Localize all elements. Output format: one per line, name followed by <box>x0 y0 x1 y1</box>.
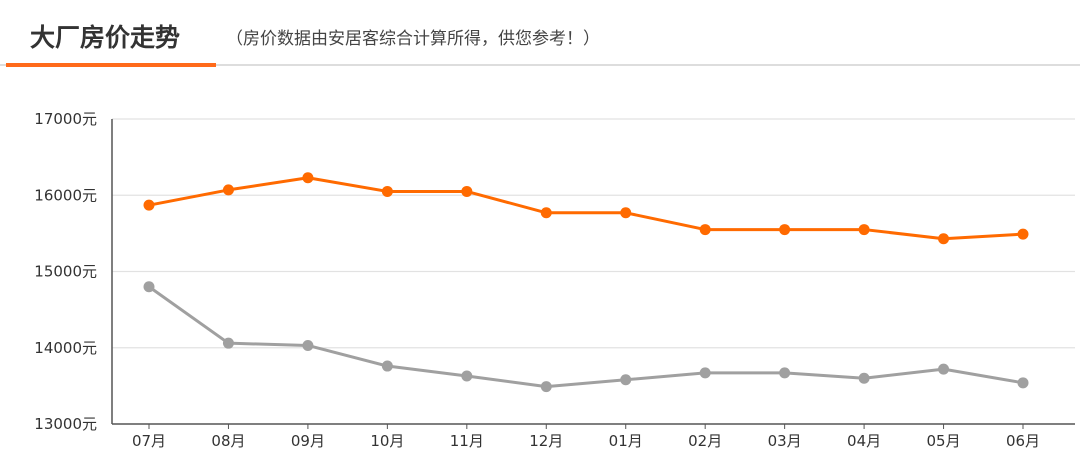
series-1-point[interactable] <box>699 224 711 236</box>
series-1-point[interactable] <box>620 207 632 219</box>
series-1-point[interactable] <box>1017 228 1029 240</box>
series-2-point[interactable] <box>381 360 393 372</box>
x-tick-label: 04月 <box>847 432 881 450</box>
x-tick-labels: 07月 08月 09月 10月 11月 12月 01月 02月 03月 04月 05月 06月 <box>132 432 1040 450</box>
series-1-point[interactable] <box>938 233 950 245</box>
series-1-point[interactable] <box>540 207 552 219</box>
series-2-point[interactable] <box>620 374 632 386</box>
page-subtitle: （房价数据由安居客综合计算所得，供您参考！） <box>226 29 600 49</box>
series-1-point[interactable] <box>381 185 393 197</box>
chart-header: 大厂房价走势 （房价数据由安居客综合计算所得，供您参考！） <box>0 0 1080 67</box>
y-tick-label: 15000元 <box>34 263 97 281</box>
x-tick-label: 09月 <box>291 432 325 450</box>
x-tick-label: 01月 <box>609 432 643 450</box>
axes <box>111 119 1075 429</box>
series-2-line <box>147 285 1025 389</box>
series-1-line <box>147 176 1025 241</box>
header-divider <box>0 64 1080 66</box>
x-tick-label: 07月 <box>132 432 166 450</box>
x-tick-label: 10月 <box>370 432 404 450</box>
series-2-point[interactable] <box>1017 377 1029 389</box>
series-2-point[interactable] <box>540 381 552 393</box>
x-tick-label: 05月 <box>926 432 960 450</box>
x-tick-label: 02月 <box>688 432 722 450</box>
x-tick-label: 06月 <box>1006 432 1040 450</box>
page-title: 大厂房价走势 <box>30 23 181 52</box>
series-2-point[interactable] <box>779 367 791 379</box>
series-1-point[interactable] <box>143 199 155 211</box>
y-tick-labels: 13000元 14000元 15000元 16000元 17000元 <box>34 110 97 433</box>
series-2-point[interactable] <box>858 372 870 384</box>
x-tick-label: 12月 <box>529 432 563 450</box>
y-tick-label: 14000元 <box>34 339 97 357</box>
series-2-point[interactable] <box>938 363 950 375</box>
grid-lines <box>112 118 1075 349</box>
series-1-point[interactable] <box>779 224 791 236</box>
y-tick-label: 16000元 <box>34 186 97 204</box>
series-2-point[interactable] <box>302 339 314 351</box>
x-tick-label: 03月 <box>768 432 802 450</box>
x-tick-label: 08月 <box>211 432 245 450</box>
series-1-point[interactable] <box>222 184 234 196</box>
series-2-point[interactable] <box>461 370 473 382</box>
series-2-point[interactable] <box>143 281 155 293</box>
series <box>143 172 1029 393</box>
series-1-point[interactable] <box>302 172 314 184</box>
y-tick-label: 17000元 <box>34 110 97 128</box>
x-tick-label: 11月 <box>450 432 484 450</box>
y-tick-label: 13000元 <box>34 415 97 433</box>
series-2-point[interactable] <box>699 367 711 379</box>
series-1-point[interactable] <box>461 185 473 197</box>
price-trend-chart: 13000元 14000元 15000元 16000元 17000元 07月 08月 09月… <box>34 110 1075 450</box>
series-1-point[interactable] <box>858 224 870 236</box>
series-2-point[interactable] <box>222 337 234 349</box>
header-accent-bar <box>6 63 216 67</box>
